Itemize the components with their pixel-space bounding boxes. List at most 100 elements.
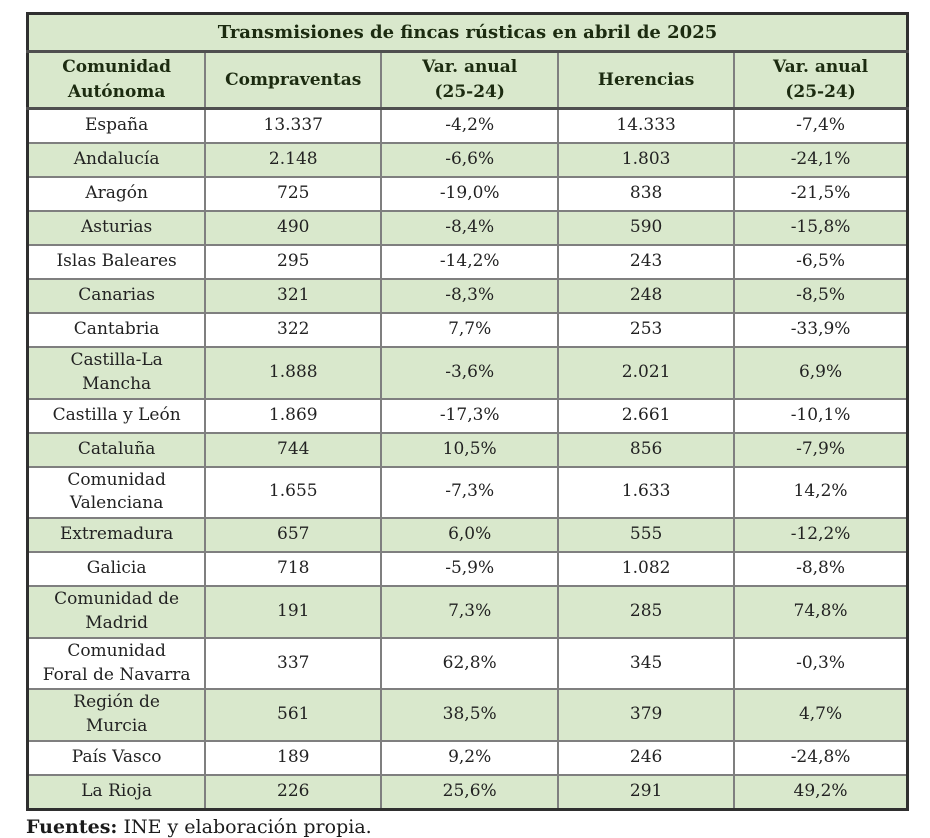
cell-herencias: 1.803 xyxy=(557,142,736,178)
cell-herencias: 248 xyxy=(557,278,736,314)
cell-comunidad: Islas Baleares xyxy=(26,244,207,280)
table-row: España 13.337 -4,2% 14.333 -7,4% xyxy=(26,107,909,144)
cell-var-anual-compraventas: 62,8% xyxy=(380,636,560,691)
cell-herencias: 2.661 xyxy=(557,397,736,434)
cell-herencias: 856 xyxy=(557,431,736,468)
cell-var-anual-compraventas: 10,5% xyxy=(380,431,560,468)
cell-var-anual-compraventas: -6,6% xyxy=(380,142,560,178)
cell-var-anual-herencias: -8,5% xyxy=(733,278,909,314)
cell-var-anual-herencias: -7,9% xyxy=(733,431,909,468)
cell-compraventas: 189 xyxy=(204,739,383,776)
cell-var-anual-compraventas: -4,2% xyxy=(380,107,560,144)
cell-comunidad: España xyxy=(26,107,207,144)
table-row: Cataluña 744 10,5% 856 -7,9% xyxy=(26,431,909,468)
table-row: Castilla y León 1.869 -17,3% 2.661 -10,1% xyxy=(26,397,909,434)
cell-var-anual-herencias: -10,1% xyxy=(733,397,909,434)
table-row: Comunidad de Madrid 191 7,3% 285 74,8% xyxy=(26,585,909,639)
cell-var-anual-compraventas: 25,6% xyxy=(380,773,560,811)
cell-comunidad: Cantabria xyxy=(26,312,207,348)
cell-comunidad: Galicia xyxy=(26,551,207,588)
table-row: Castilla-La Mancha 1.888 -3,6% 2.021 6,9% xyxy=(26,346,909,400)
column-header-var-anual-herencias: Var. anual (25-24) xyxy=(733,50,909,110)
cell-var-anual-compraventas: -5,9% xyxy=(380,551,560,588)
cell-herencias: 838 xyxy=(557,176,736,212)
cell-var-anual-compraventas: -17,3% xyxy=(380,397,560,434)
cell-compraventas: 295 xyxy=(204,244,383,280)
cell-comunidad: Comunidad Valenciana xyxy=(26,465,207,520)
table-row: Andalucía 2.148 -6,6% 1.803 -24,1% xyxy=(26,142,909,178)
table-row: Extremadura 657 6,0% 555 -12,2% xyxy=(26,517,909,554)
cell-var-anual-herencias: 6,9% xyxy=(733,346,909,400)
table-title: Transmisiones de fincas rústicas en abri… xyxy=(26,12,909,53)
cell-var-anual-herencias: -6,5% xyxy=(733,244,909,280)
table-row: Islas Baleares 295 -14,2% 243 -6,5% xyxy=(26,244,909,280)
cell-compraventas: 657 xyxy=(204,517,383,554)
table-row: La Rioja 226 25,6% 291 49,2% xyxy=(26,773,909,811)
table-row: Asturias 490 -8,4% 590 -15,8% xyxy=(26,210,909,246)
cell-herencias: 2.021 xyxy=(557,346,736,400)
table-row: Cantabria 322 7,7% 253 -33,9% xyxy=(26,312,909,348)
cell-compraventas: 561 xyxy=(204,688,383,742)
cell-compraventas: 718 xyxy=(204,551,383,588)
cell-comunidad: La Rioja xyxy=(26,773,207,811)
cell-comunidad: Castilla y León xyxy=(26,397,207,434)
table-row: Canarias 321 -8,3% 248 -8,5% xyxy=(26,278,909,314)
cell-var-anual-herencias: -12,2% xyxy=(733,517,909,554)
cell-compraventas: 337 xyxy=(204,636,383,691)
table-row: Región de Murcia 561 38,5% 379 4,7% xyxy=(26,688,909,742)
cell-herencias: 555 xyxy=(557,517,736,554)
cell-var-anual-compraventas: -8,3% xyxy=(380,278,560,314)
cell-herencias: 345 xyxy=(557,636,736,691)
cell-var-anual-herencias: -24,1% xyxy=(733,142,909,178)
column-header-row: Comunidad Autónoma Compraventas Var. anual… xyxy=(26,50,909,110)
cell-herencias: 1.633 xyxy=(557,465,736,520)
cell-herencias: 590 xyxy=(557,210,736,246)
cell-compraventas: 2.148 xyxy=(204,142,383,178)
cell-compraventas: 1.655 xyxy=(204,465,383,520)
cell-var-anual-compraventas: -19,0% xyxy=(380,176,560,212)
cell-var-anual-compraventas: 9,2% xyxy=(380,739,560,776)
cell-var-anual-compraventas: 7,7% xyxy=(380,312,560,348)
column-header-comunidad: Comunidad Autónoma xyxy=(26,50,207,110)
cell-compraventas: 322 xyxy=(204,312,383,348)
cell-var-anual-compraventas: -3,6% xyxy=(380,346,560,400)
cell-comunidad: Castilla-La Mancha xyxy=(26,346,207,400)
table-row: Comunidad Foral de Navarra 337 62,8% 345 -0,… xyxy=(26,636,909,691)
cell-comunidad: Cataluña xyxy=(26,431,207,468)
cell-herencias: 246 xyxy=(557,739,736,776)
cell-herencias: 379 xyxy=(557,688,736,742)
cell-var-anual-compraventas: -14,2% xyxy=(380,244,560,280)
cell-comunidad: Asturias xyxy=(26,210,207,246)
cell-herencias: 14.333 xyxy=(557,107,736,144)
cell-var-anual-herencias: 14,2% xyxy=(733,465,909,520)
cell-var-anual-herencias: -7,4% xyxy=(733,107,909,144)
cell-var-anual-herencias: -15,8% xyxy=(733,210,909,246)
table-row: País Vasco 189 9,2% 246 -24,8% xyxy=(26,739,909,776)
cell-var-anual-herencias: 4,7% xyxy=(733,688,909,742)
table-body: España 13.337 -4,2% 14.333 -7,4% Andalucía 2.1… xyxy=(26,107,909,811)
cell-var-anual-herencias: -24,8% xyxy=(733,739,909,776)
cell-herencias: 243 xyxy=(557,244,736,280)
cell-var-anual-herencias: -33,9% xyxy=(733,312,909,348)
table-row: Galicia 718 -5,9% 1.082 -8,8% xyxy=(26,551,909,588)
cell-comunidad: Aragón xyxy=(26,176,207,212)
cell-compraventas: 490 xyxy=(204,210,383,246)
cell-var-anual-compraventas: -8,4% xyxy=(380,210,560,246)
cell-herencias: 291 xyxy=(557,773,736,811)
cell-var-anual-herencias: -0,3% xyxy=(733,636,909,691)
cell-compraventas: 744 xyxy=(204,431,383,468)
column-header-herencias: Herencias xyxy=(557,50,736,110)
column-header-compraventas: Compraventas xyxy=(204,50,383,110)
cell-compraventas: 725 xyxy=(204,176,383,212)
cell-var-anual-herencias: 49,2% xyxy=(733,773,909,811)
rustic-transmissions-table: Transmisiones de fincas rústicas en abri… xyxy=(26,12,909,811)
cell-var-anual-compraventas: 7,3% xyxy=(380,585,560,639)
source-note-label: Fuentes: xyxy=(26,815,118,838)
cell-comunidad: Comunidad Foral de Navarra xyxy=(26,636,207,691)
cell-herencias: 253 xyxy=(557,312,736,348)
cell-comunidad: Canarias xyxy=(26,278,207,314)
cell-var-anual-herencias: 74,8% xyxy=(733,585,909,639)
cell-var-anual-compraventas: -7,3% xyxy=(380,465,560,520)
source-note-text: INE y elaboración propia. xyxy=(117,815,372,838)
